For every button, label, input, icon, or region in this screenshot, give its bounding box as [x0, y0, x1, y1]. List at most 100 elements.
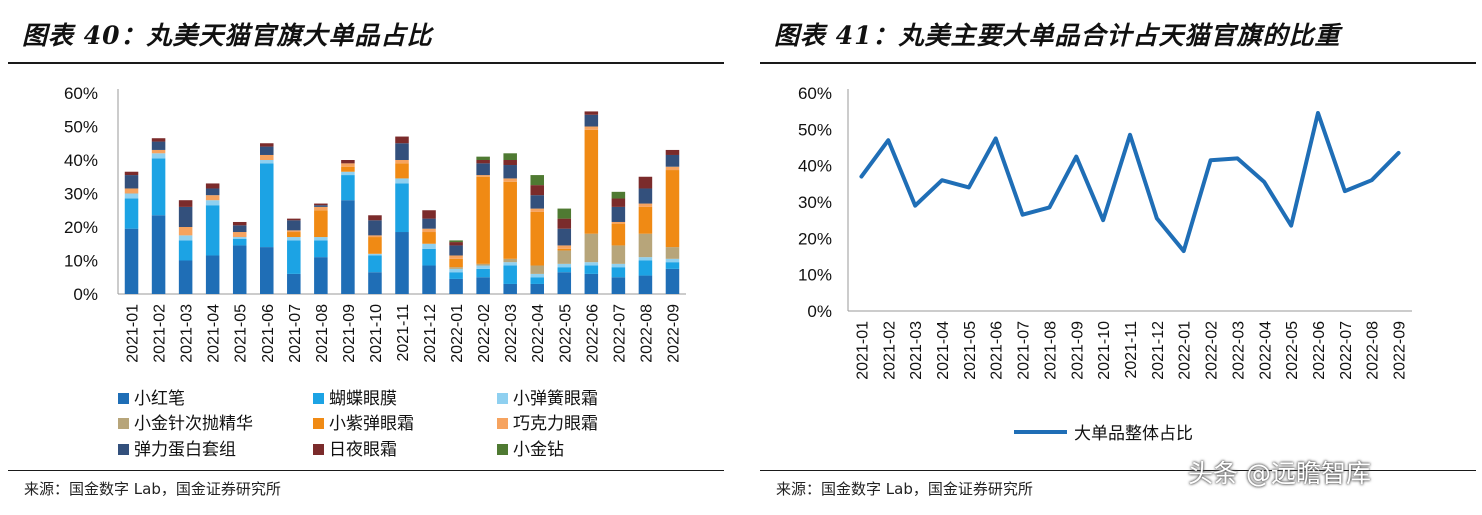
bar-segment	[449, 258, 463, 268]
line-x-tick-label: 2021-01	[854, 321, 871, 380]
bar-segment	[422, 218, 436, 229]
bar-segment	[557, 228, 572, 246]
bar-segment	[611, 245, 626, 264]
bar-segment	[638, 233, 653, 258]
bar-segment	[341, 163, 355, 167]
legend-swatch	[497, 444, 508, 455]
bar-segment	[476, 156, 490, 160]
bar-segment	[232, 245, 247, 294]
bar-segment	[395, 143, 409, 160]
line-x-tick-label: 2021-03	[908, 321, 925, 380]
legend-swatch	[118, 444, 129, 455]
bar-x-tick-label: 2021-11	[395, 304, 412, 362]
bar-segment	[557, 272, 572, 294]
bar-segment	[151, 215, 166, 294]
legend-label: 日夜眼霜	[329, 440, 397, 460]
data-point	[1102, 219, 1104, 221]
legend-label: 弹力蛋白套组	[134, 440, 236, 460]
bar-x-tick-label: 2021-01	[125, 304, 142, 363]
bar-segment	[395, 136, 409, 144]
bar-segment	[124, 188, 139, 194]
bar-y-tick-label: 50%	[64, 118, 98, 137]
legend-label: 小弹簧眼霜	[513, 389, 598, 409]
watermark: 头条 @远瞻智库	[1188, 459, 1371, 488]
legend-label: 巧克力眼霜	[513, 414, 598, 434]
figure-40-title: 图表 40：丸美天猫官旗大单品占比	[22, 21, 433, 50]
bar-segment	[503, 178, 517, 182]
data-point	[1371, 179, 1373, 181]
bar-segment	[611, 221, 626, 224]
bar-segment	[368, 272, 382, 294]
bar-segment	[557, 250, 572, 264]
bar-x-tick-label: 2022-05	[557, 304, 574, 363]
bar-segment	[665, 170, 680, 248]
figure-41-title: 图表 41：丸美主要大单品合计占天猫官旗的比重	[774, 21, 1341, 50]
bar-segment	[124, 198, 139, 229]
bar-x-tick-label: 2021-03	[179, 304, 196, 363]
bar-y-tick-label: 20%	[64, 218, 98, 237]
bar-segment	[314, 210, 328, 238]
bar-x-tick-label: 2022-06	[584, 304, 601, 363]
bar-segment	[151, 153, 166, 159]
bar-segment	[476, 175, 490, 177]
bar-segment	[638, 257, 653, 261]
bar-segment	[314, 257, 328, 294]
bar-segment	[503, 258, 517, 263]
bar-segment	[638, 260, 653, 276]
bar-segment	[476, 163, 490, 176]
line-x-tick-label: 2022-09	[1392, 321, 1409, 380]
data-point	[1048, 206, 1050, 208]
line-y-tick-label: 40%	[798, 157, 832, 176]
bar-segment	[530, 185, 544, 196]
bar-segment	[287, 218, 301, 221]
panel-right: 图表 41：丸美主要大单品合计占天猫官旗的比重 0% 10% 20% 30% 40% 50…	[752, 0, 1482, 515]
bar-segment	[178, 235, 193, 241]
bar-y-tick-label: 10%	[64, 252, 98, 271]
bar-segment	[287, 273, 301, 294]
line-x-tick-label: 2021-11	[1123, 321, 1140, 379]
bar-segment	[368, 220, 382, 236]
bar-segment	[665, 154, 680, 167]
bar-segment	[151, 141, 166, 150]
bar-segment	[611, 277, 626, 294]
bar-segment	[503, 165, 517, 179]
bar-segment	[611, 223, 626, 246]
bar-segment	[476, 176, 490, 264]
bar-segment	[638, 176, 653, 189]
bar-segment	[503, 160, 517, 166]
bar-x-tick-label: 2022-03	[503, 304, 520, 363]
bar-segment	[665, 262, 680, 269]
series-line	[859, 110, 1401, 254]
data-point	[1317, 112, 1319, 114]
line-x-tick-label: 2021-08	[1042, 321, 1059, 380]
line-y-tick-label: 50%	[798, 120, 832, 139]
line-x-tick-label: 2021-07	[1016, 321, 1033, 380]
bar-segment	[260, 160, 274, 164]
data-point	[1183, 250, 1185, 252]
data-point	[1263, 181, 1265, 183]
bar-segment	[611, 206, 626, 222]
bar-segment	[341, 200, 355, 294]
line-x-tick-label: 2021-12	[1150, 321, 1167, 380]
line-x-tick-label: 2022-05	[1284, 321, 1301, 380]
panel-left: 图表 40：丸美天猫官旗大单品占比 0% 10% 20% 30% 40% 50% 60% 2…	[0, 0, 730, 515]
legend-swatch	[313, 418, 324, 429]
data-point	[1236, 157, 1238, 159]
line-x-tick-label: 2022-02	[1204, 321, 1221, 380]
bar-segment	[449, 242, 463, 246]
bar-segment	[232, 225, 247, 233]
bar-segment	[178, 206, 193, 227]
legend-swatch	[497, 393, 508, 404]
bar-x-tick-label: 2022-02	[476, 304, 493, 363]
bar-segment	[124, 175, 139, 189]
bar-segment	[530, 175, 544, 186]
bar-segment	[260, 163, 274, 248]
bar-segment	[503, 265, 517, 284]
bar-segment	[638, 188, 653, 204]
bar-segment	[287, 232, 301, 238]
bar-segment	[341, 166, 355, 172]
bar-segment	[584, 265, 599, 274]
bar-segment	[665, 166, 680, 171]
bar-segment	[124, 228, 139, 294]
bar-x-tick-label: 2022-09	[665, 304, 682, 363]
